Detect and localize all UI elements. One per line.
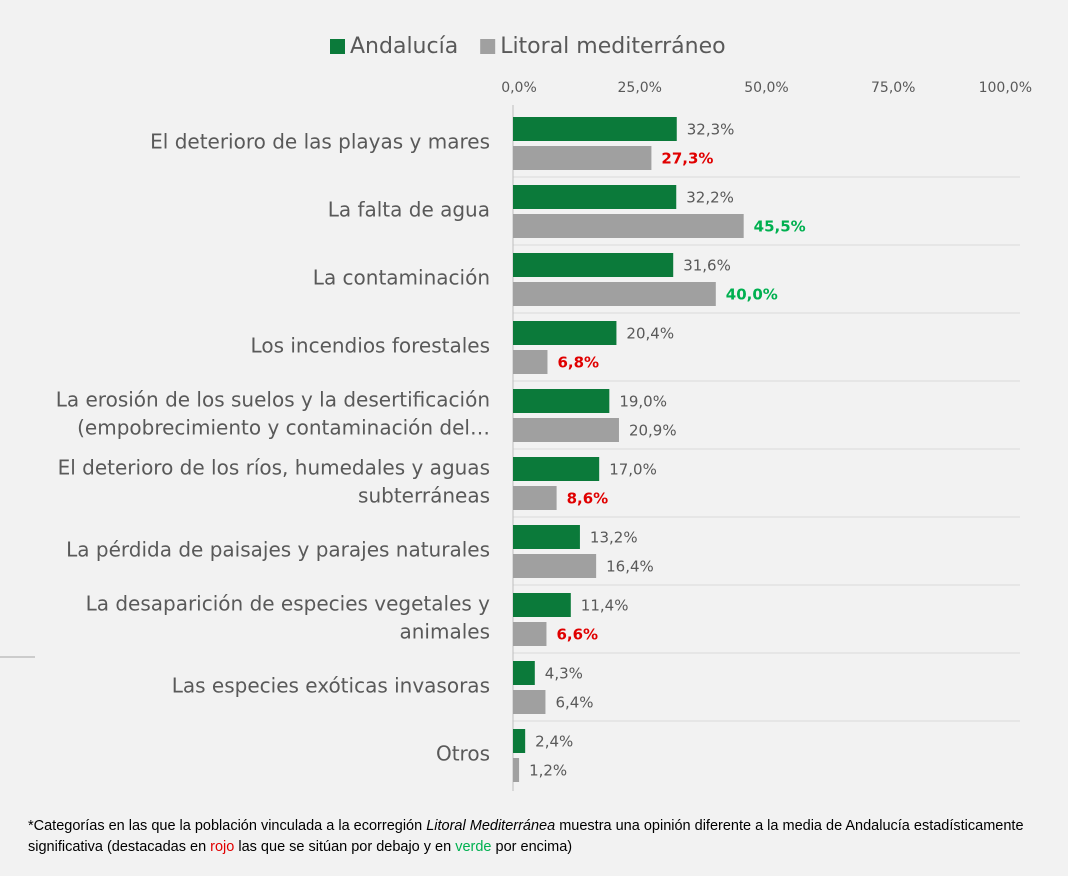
category-label: La contaminación	[313, 266, 490, 290]
legend-swatch	[480, 39, 496, 54]
note-text: Litoral Mediterránea	[426, 818, 556, 834]
data-label: 8,6%	[567, 490, 609, 508]
legend-swatch	[330, 39, 345, 54]
note-text: por encima)	[491, 839, 573, 855]
category-label: La erosión de los suelos y la desertific…	[56, 388, 490, 412]
bar	[513, 758, 520, 782]
bar	[513, 661, 535, 685]
bar	[513, 350, 548, 374]
bar	[513, 525, 580, 549]
data-label: 1,2%	[529, 762, 567, 780]
bar	[513, 457, 600, 481]
bar	[513, 146, 652, 170]
bar	[513, 253, 674, 277]
data-label: 32,2%	[686, 189, 734, 207]
note-text: *Categorías en las que la población vinc…	[28, 818, 427, 834]
note-text: verde	[455, 839, 492, 855]
bar	[513, 486, 557, 510]
category-label: Otros	[436, 742, 490, 766]
legend-label: Litoral mediterráneo	[500, 34, 725, 59]
data-label: 6,8%	[557, 354, 599, 372]
data-label: 20,4%	[626, 325, 674, 343]
note-text: las que se sitúan por debajo y en	[234, 839, 456, 855]
bar	[513, 690, 546, 714]
x-tick-label: 50,0%	[744, 80, 788, 96]
data-label: 19,0%	[619, 393, 667, 411]
data-label: 40,0%	[726, 286, 778, 304]
note-text: rojo	[210, 839, 235, 855]
data-label: 31,6%	[683, 257, 731, 275]
bar	[513, 729, 526, 753]
data-label: 45,5%	[754, 218, 806, 236]
x-tick-label: 75,0%	[871, 80, 915, 96]
category-label: (empobrecimiento y contaminación del…	[77, 416, 490, 440]
category-label: El deterioro de las playas y mares	[150, 130, 490, 154]
legend-label: Andalucía	[350, 34, 458, 59]
data-label: 16,4%	[606, 558, 654, 576]
bar	[513, 593, 571, 617]
data-label: 13,2%	[590, 529, 638, 547]
data-label: 6,6%	[556, 626, 598, 644]
footnote: *Categorías en las que la población vinc…	[28, 816, 1058, 858]
x-tick-label: 25,0%	[618, 80, 662, 96]
x-tick-label: 0,0%	[501, 80, 537, 96]
category-label: El deterioro de los ríos, humedales y ag…	[58, 456, 490, 480]
category-label: animales	[399, 620, 490, 644]
data-label: 11,4%	[581, 597, 629, 615]
bar	[513, 282, 716, 306]
chart: Andalucía Litoral mediterráneo 0,0% 25,0% 50…	[0, 34, 1032, 791]
category-label: La pérdida de paisajes y parajes natural…	[66, 538, 490, 562]
note-text: muestra una opinión diferente a la media…	[28, 818, 1024, 855]
x-tick-label: 100,0%	[979, 80, 1032, 96]
bar	[513, 214, 744, 238]
category-label: Los incendios forestales	[251, 334, 490, 358]
bar	[513, 389, 610, 413]
data-label: 2,4%	[535, 733, 573, 751]
data-label: 6,4%	[555, 694, 593, 712]
bar	[513, 418, 619, 442]
category-label: La falta de agua	[328, 198, 490, 222]
data-label: 32,3%	[687, 121, 735, 139]
data-label: 20,9%	[629, 422, 677, 440]
bar	[513, 117, 677, 141]
category-label: La desaparición de especies vegetales y	[86, 592, 491, 616]
data-label: 4,3%	[545, 665, 583, 683]
category-label: subterráneas	[358, 484, 490, 508]
data-label: 27,3%	[661, 150, 713, 168]
category-label: Las especies exóticas invasoras	[172, 674, 490, 698]
bar	[513, 554, 597, 578]
bar	[513, 185, 677, 209]
bar	[513, 321, 617, 345]
data-label: 17,0%	[609, 461, 657, 479]
bar	[513, 622, 547, 646]
